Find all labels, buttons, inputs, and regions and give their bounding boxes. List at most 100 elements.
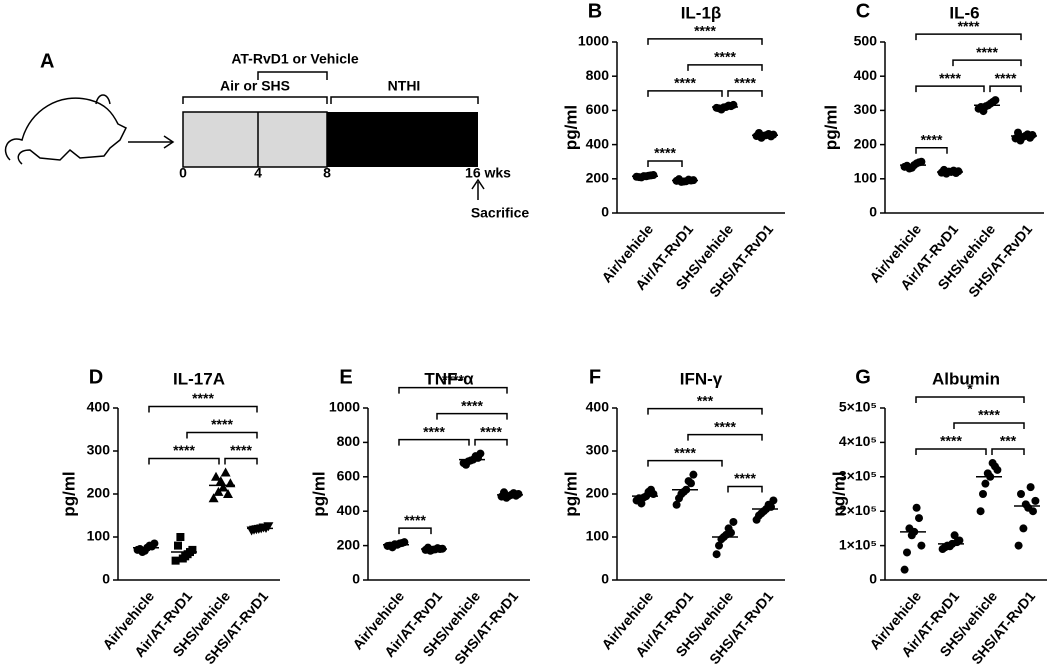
y-tick-label: 0 [102,571,110,587]
panel-letter: A [40,50,54,72]
significance-label: **** [734,470,756,486]
data-point [504,492,513,501]
significance-label: **** [978,407,1000,423]
chart-panel: E TNF-αpg/ml02004006008001000Air/vehicleA… [309,366,530,667]
significance-label: **** [995,70,1017,86]
y-tick-label: 200 [586,485,610,501]
data-point [174,541,182,550]
significance-label: **** [211,416,233,432]
significance-bracket [398,527,432,535]
y-tick-label: 400 [586,399,610,415]
significance-bracket [991,448,1025,456]
data-point [223,489,233,498]
y-tick-label: 1000 [578,33,609,49]
data-point [727,528,735,537]
significance-label: **** [230,442,252,458]
data-point [253,524,264,534]
data-point [915,514,923,523]
mouse-icon [4,97,128,165]
significance-bracket [952,59,1022,67]
phase-label: Air or SHS [220,78,290,94]
data-point [1014,541,1023,550]
arrow-head [163,135,175,149]
significance-bracket [915,85,985,93]
significance-bracket [647,38,763,45]
significance-label: **** [674,444,696,460]
data-point [991,462,999,471]
data-point [981,102,990,111]
y-axis-label: pg/ml [561,105,580,150]
significance-label: **** [192,390,214,406]
y-tick-label: 800 [337,433,361,449]
bracket [257,71,328,80]
data-point [1019,524,1028,533]
significance-bracket [148,405,258,413]
bracket [182,96,328,104]
chart-panel: D IL-17Apg/ml0100200300400Air/vehicleAir/… [59,366,280,667]
data-point [218,482,229,492]
y-tick-label: 300 [586,442,610,458]
significance-label: **** [480,423,502,439]
significance-label: **** [442,371,464,387]
significance-label: *** [1000,433,1017,449]
data-point [900,565,909,574]
y-axis-label: pg/ml [59,471,78,516]
data-point [220,467,231,477]
significance-bracket [915,146,948,154]
y-tick-label: 400 [337,502,361,518]
significance-bracket [915,396,1025,404]
y-tick-label: 400 [87,399,111,415]
significance-label: **** [423,423,445,439]
bracket [330,96,479,104]
y-axis-label: pg/ml [309,471,328,516]
data-point [178,554,187,563]
chart-panel: G Albuminng/ml01×10⁵2×10⁵3×10⁵4×10⁵5×10⁵A… [829,366,1047,667]
y-axis-label: pg/ml [561,471,580,516]
y-tick-label: 0 [352,571,360,587]
y-tick-label: 800 [586,67,610,83]
y-tick-label: 600 [337,468,361,484]
significance-label: **** [734,75,756,91]
y-tick-label: 300 [87,442,111,458]
y-tick-label: 0 [869,204,877,220]
chart-title: IL-1β [681,3,722,22]
data-point [907,531,916,540]
significance-bracket [436,412,508,420]
chart-title: IL-6 [949,3,979,22]
y-tick-label: 1000 [329,399,360,415]
data-point [976,507,985,516]
panel-a: A AT-RvD1 or Vehicle Air or SHS NTHI 0 4… [4,50,529,221]
data-point [211,471,221,481]
significance-bracket [727,485,763,493]
data-point [647,171,655,180]
data-point [675,494,683,503]
y-tick-label: 200 [87,485,111,501]
data-point [729,517,738,526]
significance-bracket [989,85,1022,93]
phase-2-box [327,112,478,167]
y-tick-label: 100 [586,528,610,544]
data-point [727,102,735,111]
data-point [912,503,921,512]
panel-letter: G [855,366,871,388]
data-point [176,533,185,541]
significance-label: **** [958,18,980,34]
chart-title: Albumin [932,369,1000,388]
y-tick-label: 4×10⁵ [839,433,877,449]
data-point [1018,133,1027,142]
data-point [1029,507,1037,516]
data-point [950,531,959,540]
data-point [983,469,992,478]
data-point [679,177,688,186]
data-point [769,496,778,505]
y-tick-label: 300 [854,101,878,117]
y-tick-label: 100 [87,528,111,544]
data-point [672,500,681,509]
panel-letter: F [589,366,601,388]
significance-label: **** [461,397,483,413]
y-tick-label: 600 [586,101,610,117]
data-point [767,132,775,141]
significance-label: **** [404,512,426,528]
data-point [903,548,911,557]
